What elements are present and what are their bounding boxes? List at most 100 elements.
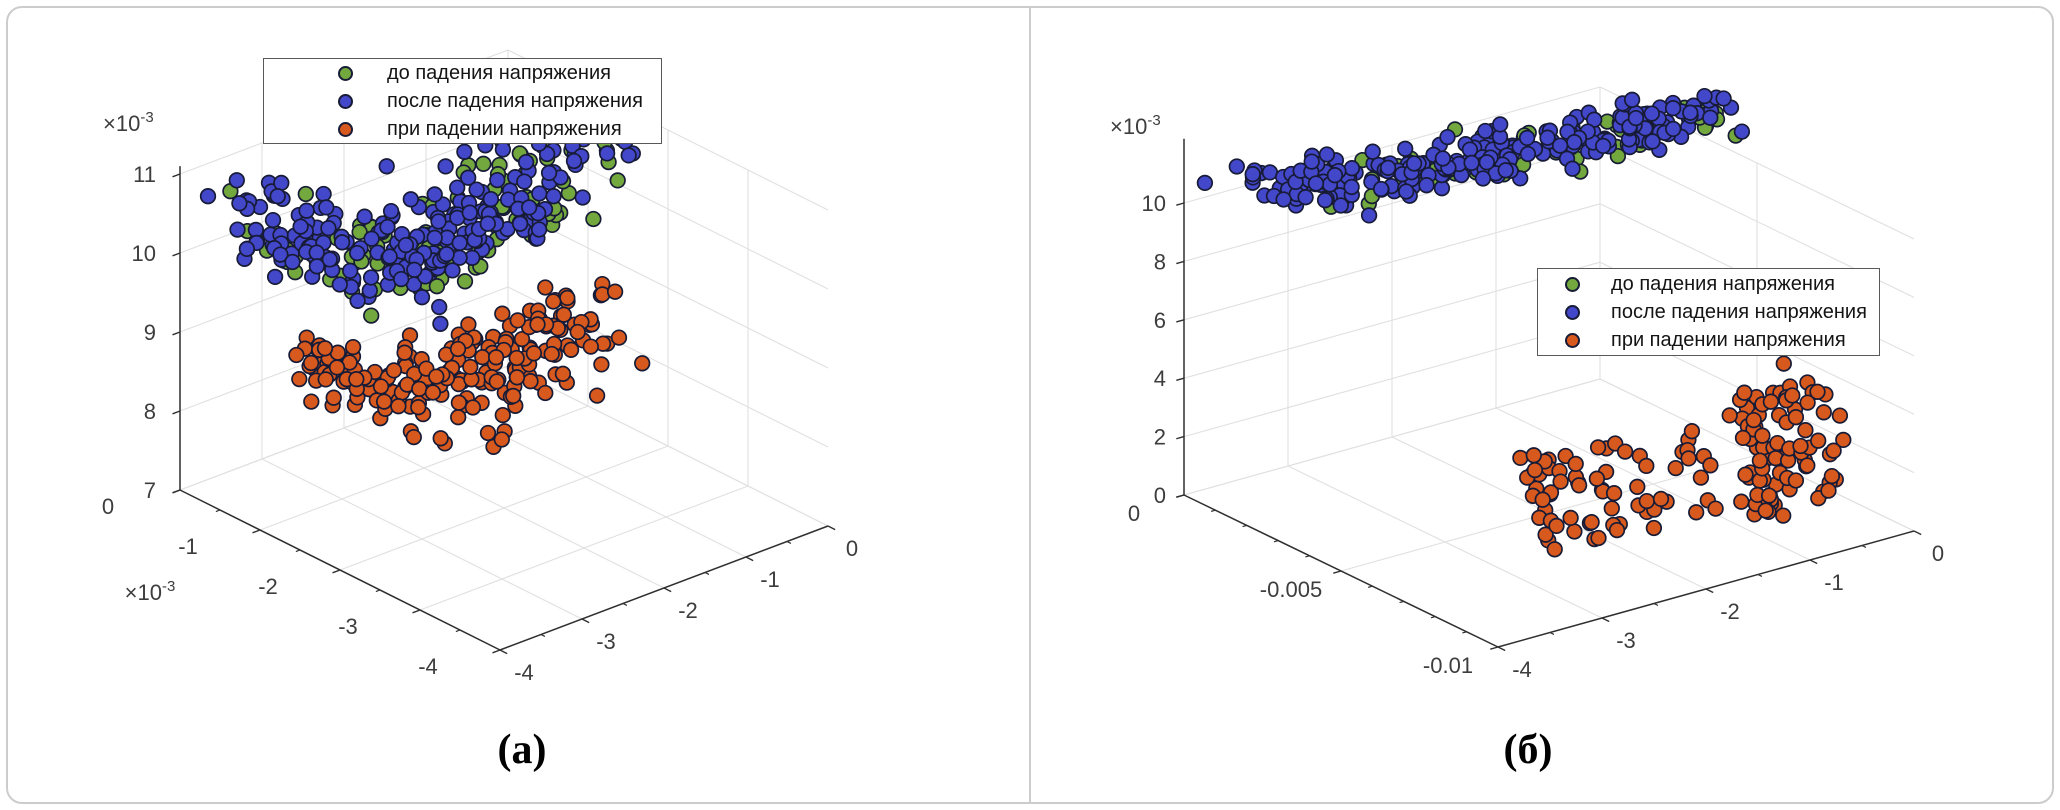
scatter-point (1590, 529, 1607, 547)
scatter-point (402, 191, 419, 208)
legend-item: после падения напряжения (1538, 298, 1879, 326)
scatter-point (606, 283, 624, 300)
scatter-point (1552, 473, 1569, 490)
scatter-point (228, 172, 245, 189)
scatter-point (1196, 174, 1214, 192)
scatter-point (1736, 384, 1753, 401)
scatter-point (1652, 490, 1670, 508)
caption-panel-a: (а) (497, 727, 547, 773)
scatter-point (461, 204, 478, 221)
scatter-point (363, 307, 380, 324)
scatter-point (1702, 109, 1719, 126)
scatter-point (1548, 517, 1565, 535)
scatter-point (505, 387, 522, 405)
scatter-point (462, 358, 479, 376)
scatter-point (525, 345, 543, 362)
scatter-point (397, 236, 415, 254)
scatter-point (1721, 407, 1738, 424)
scatter-point (1434, 150, 1452, 167)
scatter-point (1760, 487, 1778, 504)
scatter-point (437, 158, 454, 175)
panel-a-tick-labels: 7 8 9 10 11 0 -1 -2 -3 -4 -4 -3 -2 -1 0 (102, 162, 858, 685)
scatter-point (1775, 507, 1792, 524)
scatter-point (1707, 500, 1724, 517)
scatter-point (1551, 137, 1569, 154)
scatter-point (348, 371, 365, 388)
svg-text:8: 8 (144, 399, 156, 424)
y-axis-scale-label: ×10-3 (125, 578, 176, 605)
scatter-point (1643, 105, 1660, 122)
legend-item: при падении напряжения (264, 115, 661, 143)
legend-blue-circle-icon (1565, 304, 1580, 320)
scatter-point (231, 195, 248, 212)
svg-text:0: 0 (1932, 541, 1944, 566)
scatter-point (537, 279, 554, 296)
scatter-point (390, 398, 407, 415)
scatter-point (574, 189, 591, 206)
svg-text:-4: -4 (1512, 657, 1532, 682)
legend-orange-circle-icon (1565, 332, 1580, 348)
scatter-point (1439, 128, 1456, 146)
svg-text:-3: -3 (338, 614, 358, 639)
scatter-point (516, 173, 533, 190)
scatter-point (1567, 455, 1584, 473)
scatter-point (1737, 466, 1754, 483)
scatter-point (385, 362, 403, 379)
scatter-point (1638, 457, 1655, 475)
scatter-point (1688, 504, 1705, 521)
scatter-point (456, 143, 473, 160)
scatter-point (517, 153, 535, 171)
series-a-blue (199, 86, 641, 332)
scatter-point (288, 346, 305, 364)
scatter-point (521, 199, 538, 216)
scatter-point (379, 218, 396, 236)
scatter-point (1792, 437, 1809, 455)
scatter-point (565, 152, 583, 170)
scatter-point (1733, 493, 1750, 510)
scatter-point (393, 270, 410, 288)
scatter-point (1303, 153, 1320, 170)
scatter-point (509, 312, 526, 329)
svg-text:0: 0 (102, 494, 114, 519)
scatter-point (450, 394, 468, 411)
scatter-point (545, 188, 562, 205)
scatter-point (1364, 143, 1381, 160)
scatter-point (460, 169, 477, 186)
scatter-point (531, 185, 548, 202)
scatter-point (413, 289, 431, 306)
scatter-point (1512, 449, 1529, 467)
legend-item: до падения напряжения (1538, 270, 1879, 298)
scatter-point (1518, 129, 1536, 147)
panel-divider (1029, 8, 1031, 802)
scatter-point (489, 171, 506, 189)
scatter-point (229, 221, 246, 238)
scatter-point (316, 340, 334, 357)
scatter-point (634, 355, 651, 372)
scatter-point (1562, 509, 1579, 527)
scatter-point (331, 276, 348, 293)
scatter-point (1588, 470, 1606, 487)
svg-text:10: 10 (1142, 191, 1166, 216)
legend-label: при падении напряжения (1611, 329, 1846, 351)
scatter-point (1595, 137, 1612, 155)
scatter-point (562, 341, 580, 358)
scatter-point (284, 253, 301, 271)
scatter-point (1418, 177, 1435, 194)
legend-panel-a: до падения напряжения после падения напря… (263, 58, 662, 144)
scatter-point (1398, 183, 1415, 200)
svg-text:4: 4 (1154, 366, 1166, 391)
svg-text:7: 7 (144, 478, 156, 503)
panel-b-tick-labels: 0 2 4 6 8 10 0 -0.005 -0.01 -4 -3 -2 -1 0 (1128, 191, 1944, 682)
scatter-point (488, 373, 505, 390)
scatter-point (273, 174, 290, 192)
scatter-point (1343, 160, 1361, 177)
scatter-point (449, 179, 466, 196)
scatter-point (424, 384, 442, 401)
scatter-point (508, 349, 525, 367)
scatter-point (1809, 383, 1826, 400)
scatter-point (1734, 429, 1752, 447)
legend-label: после падения напряжения (387, 90, 643, 112)
scatter-point (1608, 521, 1626, 539)
scatter-point (363, 230, 380, 247)
scatter-point (406, 261, 423, 278)
